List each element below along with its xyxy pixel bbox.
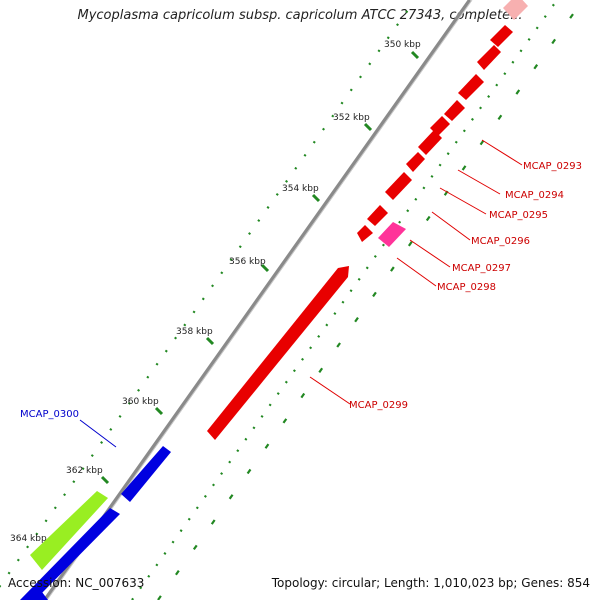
ruler-tick — [363, 122, 373, 132]
backbone — [43, 0, 473, 600]
forward-strand-track — [207, 0, 528, 440]
gene-label-mcap-0298[interactable]: MCAP_0298 — [437, 282, 496, 293]
gene-arrow[interactable] — [121, 446, 171, 502]
ruler-label: 350 kbp — [384, 40, 421, 50]
topology-value: circular — [331, 576, 377, 590]
genes-value: 854 — [567, 576, 590, 590]
forward-callouts — [309, 139, 523, 405]
ruler — [46, 50, 420, 553]
gene-arrow[interactable] — [418, 130, 442, 155]
ruler-tick — [260, 263, 270, 273]
ruler-label: 358 kbp — [176, 327, 213, 337]
tick-dot-line — [0, 0, 416, 588]
accession-label: Accession: — [8, 576, 72, 590]
gene-label-mcap-0296[interactable]: MCAP_0296 — [471, 236, 530, 247]
callout-line — [481, 139, 523, 166]
genes-label: Genes: — [521, 576, 564, 590]
backbone-line — [43, 0, 472, 600]
map-title: Mycoplasma capricolum subsp. capricolum … — [77, 8, 523, 23]
ruler-label: 354 kbp — [282, 184, 319, 194]
topology-label: Topology: — [271, 576, 328, 590]
gene-arrow[interactable] — [207, 266, 349, 440]
gene-arrow[interactable] — [490, 25, 513, 47]
tick-dot-line — [131, 0, 558, 600]
ruler-tick — [154, 406, 164, 416]
gene-arrow[interactable] — [406, 152, 425, 172]
tick-dot-line — [157, 0, 584, 600]
length-value: 1,010,023 bp — [433, 576, 514, 590]
callout-line — [396, 257, 437, 287]
accession-info: Accession: NC_007633 — [8, 576, 144, 590]
length-label: Length: — [384, 576, 430, 590]
gene-arrow[interactable] — [20, 508, 120, 600]
ruler-label: 356 kbp — [229, 257, 266, 267]
gene-arrow[interactable] — [357, 225, 373, 242]
gene-arrow-highlighted[interactable] — [378, 222, 406, 247]
backbone-shadow — [46, 0, 473, 600]
gene-arrow[interactable] — [30, 491, 108, 570]
gene-label-mcap-0294[interactable]: MCAP_0294 — [505, 190, 564, 201]
gene-label-mcap-0297[interactable]: MCAP_0297 — [452, 263, 511, 274]
ruler-label: 362 kbp — [66, 466, 103, 476]
callout-line — [409, 239, 451, 268]
accession-value: NC_007633 — [75, 576, 145, 590]
ruler-tick — [100, 475, 110, 485]
gene-label-mcap-0293[interactable]: MCAP_0293 — [523, 161, 582, 172]
gene-label-mcap-0300[interactable]: MCAP_0300 — [20, 409, 79, 420]
ruler-tick — [311, 193, 321, 203]
genome-summary: Topology: circular; Length: 1,010,023 bp… — [271, 576, 590, 590]
gene-label-mcap-0295[interactable]: MCAP_0295 — [489, 210, 548, 221]
ruler-label: 360 kbp — [122, 397, 159, 407]
gene-arrow[interactable] — [385, 172, 412, 200]
gene-arrow[interactable] — [367, 205, 388, 226]
reverse-strand-track — [20, 446, 171, 600]
callout-line — [439, 187, 487, 215]
callout-line — [457, 169, 501, 195]
callout-line — [431, 211, 471, 241]
gene-arrow[interactable] — [503, 0, 528, 20]
gene-arrow[interactable] — [458, 74, 484, 100]
gene-label-mcap-0299[interactable]: MCAP_0299 — [349, 400, 408, 411]
ruler-label: 364 kbp — [10, 534, 47, 544]
ruler-label: 352 kbp — [333, 113, 370, 123]
ruler-tick — [205, 336, 215, 346]
reverse-callout-line — [79, 419, 117, 448]
gene-arrow[interactable] — [444, 100, 465, 121]
callout-line — [309, 376, 351, 405]
gene-arrow[interactable] — [477, 45, 501, 70]
gene-arrow[interactable] — [33, 592, 48, 600]
ruler-tick — [410, 50, 420, 60]
